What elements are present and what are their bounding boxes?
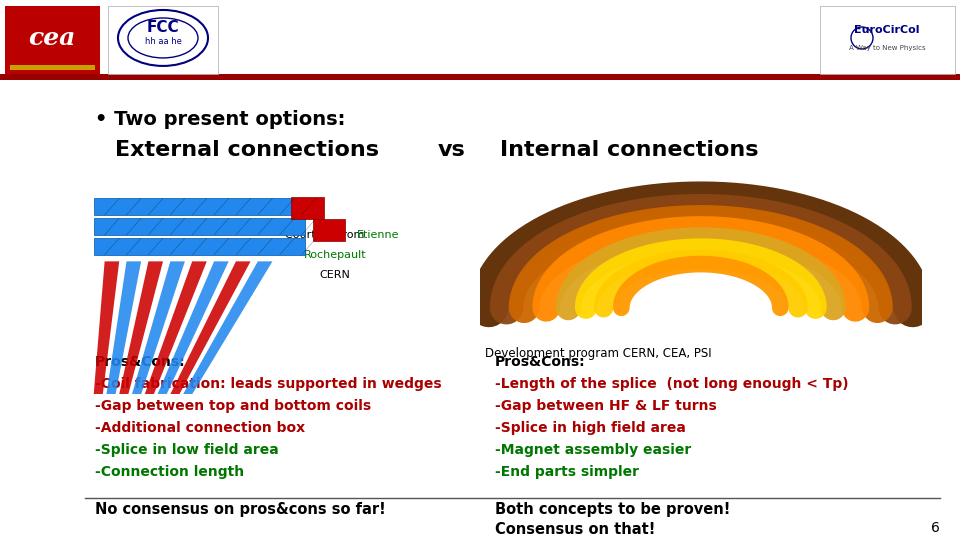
Text: -Splice in high field area: -Splice in high field area xyxy=(495,421,685,435)
Text: A Way to New Physics: A Way to New Physics xyxy=(849,45,925,51)
Text: -Additional connection box: -Additional connection box xyxy=(95,421,305,435)
Bar xyxy=(820,6,955,74)
Text: CERN: CERN xyxy=(320,270,350,280)
Text: Graded: how?: Graded: how? xyxy=(355,21,605,55)
Polygon shape xyxy=(170,261,251,394)
Polygon shape xyxy=(119,261,163,394)
Text: Courtesy from: Courtesy from xyxy=(285,230,368,240)
Polygon shape xyxy=(107,261,141,394)
Text: Internal connections: Internal connections xyxy=(500,140,758,160)
Polygon shape xyxy=(132,261,185,394)
Text: FCC: FCC xyxy=(147,21,180,36)
Text: Pros&Cons:: Pros&Cons: xyxy=(495,355,586,369)
FancyBboxPatch shape xyxy=(291,197,324,219)
Text: vs: vs xyxy=(438,140,466,160)
Bar xyxy=(108,6,218,74)
Text: -Gap between HF & LF turns: -Gap between HF & LF turns xyxy=(495,399,717,413)
FancyBboxPatch shape xyxy=(94,198,305,215)
Bar xyxy=(5,6,100,74)
Text: -End parts simpler: -End parts simpler xyxy=(495,465,639,479)
Bar xyxy=(10,65,95,70)
Text: cea: cea xyxy=(28,26,76,50)
Bar xyxy=(0,74,960,80)
Text: Rochepault: Rochepault xyxy=(303,250,367,260)
Text: Development program CERN, CEA, PSI: Development program CERN, CEA, PSI xyxy=(485,347,711,360)
Text: Both concepts to be proven!: Both concepts to be proven! xyxy=(495,502,731,517)
Polygon shape xyxy=(94,261,119,394)
Text: -Magnet assembly easier: -Magnet assembly easier xyxy=(495,443,691,457)
Polygon shape xyxy=(183,261,273,394)
FancyBboxPatch shape xyxy=(94,218,305,235)
Text: No consensus on pros&cons so far!: No consensus on pros&cons so far! xyxy=(95,502,386,517)
Text: -Length of the splice  (not long enough < Tp): -Length of the splice (not long enough <… xyxy=(495,377,849,391)
FancyBboxPatch shape xyxy=(313,219,346,241)
Text: Etienne: Etienne xyxy=(357,230,399,240)
FancyBboxPatch shape xyxy=(94,238,305,255)
Text: 6: 6 xyxy=(931,521,940,535)
Text: Pros&Cons:: Pros&Cons: xyxy=(95,355,185,369)
Text: -Splice in low field area: -Splice in low field area xyxy=(95,443,278,457)
Text: -Connection length: -Connection length xyxy=(95,465,244,479)
Text: • Two present options:: • Two present options: xyxy=(95,110,346,129)
Text: External connections: External connections xyxy=(115,140,379,160)
Polygon shape xyxy=(157,261,228,394)
Text: EuroCirCol: EuroCirCol xyxy=(854,25,920,35)
Text: -Coil fabrication: leads supported in wedges: -Coil fabrication: leads supported in we… xyxy=(95,377,442,391)
Text: -Gap between top and bottom coils: -Gap between top and bottom coils xyxy=(95,399,372,413)
Polygon shape xyxy=(145,261,206,394)
Text: hh aa he: hh aa he xyxy=(145,37,181,46)
Text: Consensus on that!: Consensus on that! xyxy=(495,522,656,537)
